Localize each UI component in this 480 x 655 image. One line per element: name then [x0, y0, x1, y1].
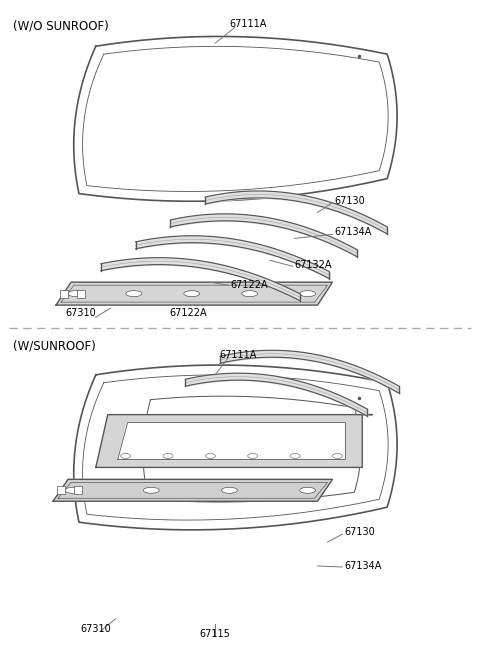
Polygon shape	[74, 37, 397, 201]
Text: 67130: 67130	[344, 527, 375, 537]
Ellipse shape	[221, 487, 237, 493]
Polygon shape	[118, 422, 346, 459]
Bar	[77, 290, 85, 297]
Ellipse shape	[126, 291, 142, 297]
Ellipse shape	[184, 291, 200, 297]
Text: 67134A: 67134A	[335, 227, 372, 237]
Bar	[57, 486, 65, 495]
Text: 67115: 67115	[200, 629, 230, 639]
Text: 67111A: 67111A	[229, 19, 267, 29]
Text: 67132A: 67132A	[295, 260, 332, 271]
Ellipse shape	[300, 291, 315, 297]
Ellipse shape	[333, 453, 342, 458]
Text: 67122A: 67122A	[230, 280, 268, 290]
Ellipse shape	[120, 453, 131, 458]
Text: 67111A: 67111A	[219, 350, 257, 360]
Text: 67130: 67130	[335, 196, 365, 206]
Text: 67310: 67310	[66, 308, 96, 318]
Text: (W/SUNROOF): (W/SUNROOF)	[13, 340, 96, 353]
Bar	[60, 290, 68, 297]
Ellipse shape	[290, 453, 300, 458]
Bar	[74, 486, 82, 495]
Ellipse shape	[242, 291, 258, 297]
Text: (W/O SUNROOF): (W/O SUNROOF)	[13, 19, 109, 32]
Text: 67134A: 67134A	[344, 561, 382, 571]
Ellipse shape	[205, 453, 216, 458]
Polygon shape	[74, 365, 397, 530]
Ellipse shape	[163, 453, 173, 458]
Ellipse shape	[143, 487, 159, 493]
Polygon shape	[96, 415, 372, 468]
Polygon shape	[53, 479, 333, 501]
Ellipse shape	[300, 487, 315, 493]
Ellipse shape	[65, 487, 81, 493]
Polygon shape	[56, 282, 333, 305]
Ellipse shape	[68, 291, 84, 297]
Text: 67122A: 67122A	[169, 308, 207, 318]
Text: 67310: 67310	[81, 624, 111, 634]
Ellipse shape	[248, 453, 258, 458]
